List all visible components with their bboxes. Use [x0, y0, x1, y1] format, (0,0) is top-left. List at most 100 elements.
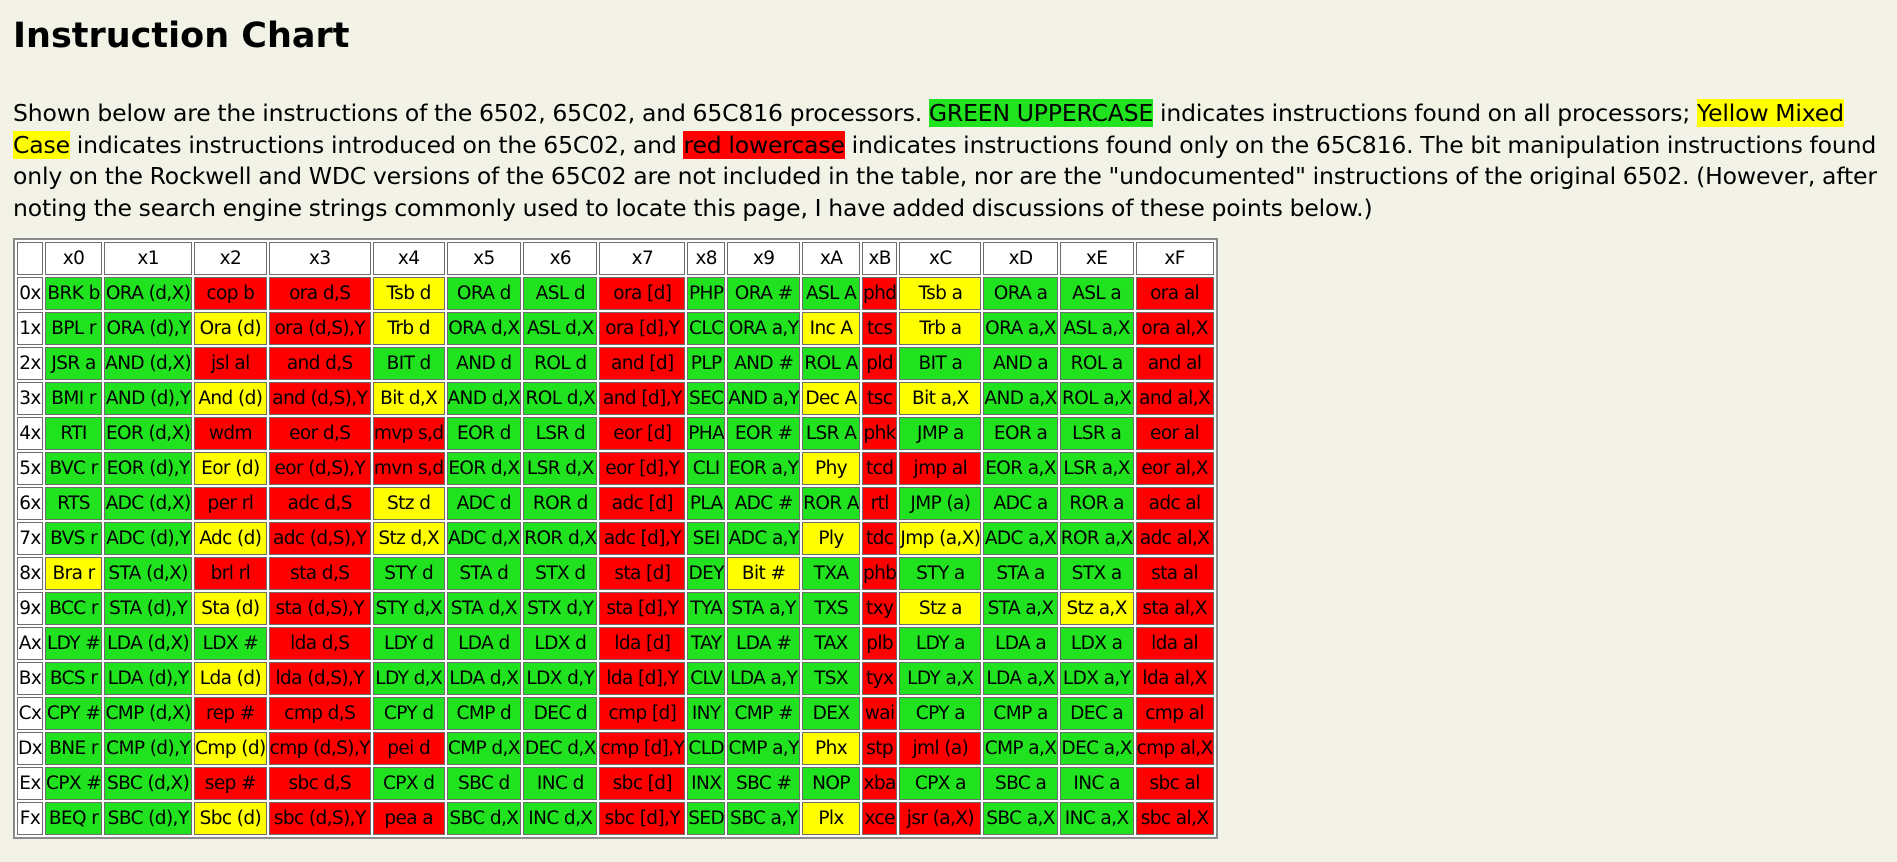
- opcode-cell: Ply: [802, 522, 860, 555]
- opcode-cell: jml (a): [899, 732, 982, 765]
- opcode-cell: CLI: [687, 452, 726, 485]
- opcode-cell: ADC (d,X): [104, 487, 193, 520]
- opcode-cell: cmp (d,S),Y: [268, 732, 371, 765]
- opcode-cell: CPY d: [372, 697, 445, 730]
- opcode-cell: eor (d,S),Y: [268, 452, 371, 485]
- opcode-cell: Dec A: [802, 382, 860, 415]
- opcode-cell: Bit d,X: [372, 382, 445, 415]
- opcode-cell: ADC d: [446, 487, 522, 520]
- opcode-cell: LDY a: [899, 627, 982, 660]
- table-row: 9x BCC r STA (d),Y Sta (d) sta (d,S),Y STY d,…: [17, 592, 1214, 625]
- row-header: 8x: [17, 557, 43, 590]
- opcode-cell: per rl: [194, 487, 267, 520]
- opcode-cell: ADC (d),Y: [104, 522, 193, 555]
- opcode-cell: TXS: [802, 592, 860, 625]
- opcode-cell: ASL d,X: [523, 312, 598, 345]
- opcode-cell: SBC (d),Y: [104, 802, 193, 835]
- opcode-cell: lda al: [1135, 627, 1214, 660]
- opcode-cell: sbc al,X: [1135, 802, 1214, 835]
- opcode-cell: SBC d: [446, 767, 522, 800]
- opcode-cell: BVC r: [45, 452, 103, 485]
- opcode-cell: TYA: [687, 592, 726, 625]
- opcode-cell: Stz a: [899, 592, 982, 625]
- opcode-cell: eor [d],Y: [599, 452, 686, 485]
- opcode-cell: ora al: [1135, 277, 1214, 310]
- opcode-cell: BEQ r: [45, 802, 103, 835]
- table-row: Ax LDY # LDA (d,X) LDX # lda d,S LDY d LDA d LD…: [17, 627, 1214, 660]
- opcode-cell: Adc (d): [194, 522, 267, 555]
- opcode-cell: Tsb a: [899, 277, 982, 310]
- opcode-cell: BIT a: [899, 347, 982, 380]
- opcode-cell: ROR d,X: [523, 522, 598, 555]
- opcode-cell: rtl: [861, 487, 898, 520]
- opcode-cell: eor [d]: [599, 417, 686, 450]
- opcode-cell: SEC: [687, 382, 726, 415]
- opcode-cell: LDY d: [372, 627, 445, 660]
- col-header: xD: [983, 242, 1058, 275]
- opcode-cell: sbc [d]: [599, 767, 686, 800]
- opcode-cell: CMP a: [983, 697, 1058, 730]
- row-header: 3x: [17, 382, 43, 415]
- opcode-cell: STA (d,X): [104, 557, 193, 590]
- opcode-cell: lda d,S: [268, 627, 371, 660]
- opcode-cell: adc d,S: [268, 487, 371, 520]
- opcode-cell: ASL a: [1059, 277, 1134, 310]
- opcode-cell: LDY #: [45, 627, 103, 660]
- opcode-cell: ora d,S: [268, 277, 371, 310]
- opcode-cell: ORA (d),Y: [104, 312, 193, 345]
- row-header: Dx: [17, 732, 43, 765]
- opcode-cell: ADC a,X: [983, 522, 1058, 555]
- opcode-cell: sbc al: [1135, 767, 1214, 800]
- opcode-cell: Lda (d): [194, 662, 267, 695]
- opcode-cell: ASL a,X: [1059, 312, 1134, 345]
- opcode-cell: mvn s,d: [372, 452, 445, 485]
- opcode-cell: LSR d,X: [523, 452, 598, 485]
- opcode-cell: And (d): [194, 382, 267, 415]
- opcode-cell: STX d,Y: [523, 592, 598, 625]
- opcode-cell: wdm: [194, 417, 267, 450]
- opcode-cell: BVS r: [45, 522, 103, 555]
- opcode-cell: DEC d,X: [523, 732, 598, 765]
- opcode-cell: LDA a,X: [983, 662, 1058, 695]
- opcode-cell: Trb d: [372, 312, 445, 345]
- table-row: 5x BVC r EOR (d),Y Eor (d) eor (d,S),Y mvn s,…: [17, 452, 1214, 485]
- opcode-cell: EOR d: [446, 417, 522, 450]
- opcode-cell: ORA a: [983, 277, 1058, 310]
- opcode-cell: LDA d,X: [446, 662, 522, 695]
- opcode-cell: NOP: [802, 767, 860, 800]
- opcode-cell: CMP (d),Y: [104, 732, 193, 765]
- opcode-cell: TAY: [687, 627, 726, 660]
- opcode-cell: ASL A: [802, 277, 860, 310]
- opcode-cell: ora (d,S),Y: [268, 312, 371, 345]
- opcode-cell: ROR a,X: [1059, 522, 1134, 555]
- col-header: x6: [523, 242, 598, 275]
- opcode-cell: LDX a: [1059, 627, 1134, 660]
- opcode-cell: Bit #: [727, 557, 801, 590]
- col-header: xF: [1135, 242, 1214, 275]
- opcode-cell: adc al: [1135, 487, 1214, 520]
- opcode-cell: cmp al,X: [1135, 732, 1214, 765]
- opcode-cell: LDA d: [446, 627, 522, 660]
- opcode-cell: sbc d,S: [268, 767, 371, 800]
- opcode-cell: PLA: [687, 487, 726, 520]
- opcode-cell: LDA (d),Y: [104, 662, 193, 695]
- opcode-cell: AND a: [983, 347, 1058, 380]
- opcode-cell: TAX: [802, 627, 860, 660]
- intro-text-1: Shown below are the instructions of the …: [13, 99, 923, 127]
- opcode-cell: LDX d,Y: [523, 662, 598, 695]
- opcode-cell: BNE r: [45, 732, 103, 765]
- opcode-cell: Stz d: [372, 487, 445, 520]
- opcode-cell: DEC a,X: [1059, 732, 1134, 765]
- opcode-cell: pld: [861, 347, 898, 380]
- col-header: xB: [861, 242, 898, 275]
- opcode-cell: lda (d,S),Y: [268, 662, 371, 695]
- opcode-cell: Tsb d: [372, 277, 445, 310]
- opcode-cell: LDX d: [523, 627, 598, 660]
- row-header: Fx: [17, 802, 43, 835]
- opcode-cell: STA a,X: [983, 592, 1058, 625]
- col-header: x2: [194, 242, 267, 275]
- opcode-cell: INX: [687, 767, 726, 800]
- opcode-cell: SEI: [687, 522, 726, 555]
